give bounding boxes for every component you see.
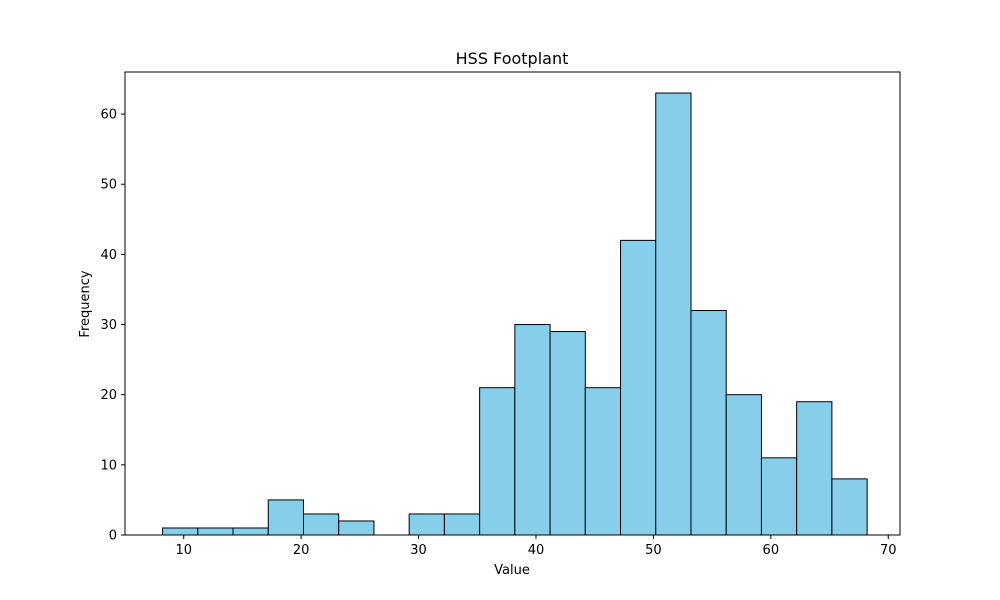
- y-tick-label: 0: [109, 529, 117, 544]
- x-tick-label: 60: [763, 543, 780, 558]
- histogram-bar: [514, 324, 551, 536]
- x-tick-label: 20: [293, 543, 310, 558]
- y-axis-label: Frequency: [78, 270, 93, 337]
- histogram-bar: [479, 387, 516, 536]
- chart-title: HSS Footplant: [456, 49, 569, 68]
- x-axis-label: Value: [494, 563, 530, 578]
- histogram-bar: [197, 527, 234, 536]
- histogram-bar: [408, 513, 445, 536]
- y-axis-ticks: 0 10 20 30 40 50 60: [100, 108, 125, 544]
- histogram-bar: [584, 387, 622, 536]
- x-tick-label: 50: [645, 543, 662, 558]
- y-tick-label: 40: [100, 248, 117, 263]
- histogram-bar: [796, 401, 833, 536]
- histogram-bar: [655, 92, 692, 536]
- y-tick-label: 60: [100, 108, 117, 123]
- x-tick-label: 10: [175, 543, 192, 558]
- histogram-bar: [725, 394, 762, 536]
- y-tick-label: 50: [100, 178, 117, 193]
- y-tick-label: 10: [100, 458, 117, 473]
- x-axis-ticks: 10 20 30 40 50 60 70: [175, 535, 897, 558]
- histogram-bar: [760, 457, 798, 536]
- x-tick-label: 70: [880, 543, 897, 558]
- histogram-bar: [338, 520, 375, 536]
- histogram-bar: [690, 310, 727, 536]
- plot-frame: [124, 71, 901, 536]
- x-tick-label: 30: [410, 543, 427, 558]
- histogram-bar: [302, 513, 340, 536]
- y-tick-label: 30: [100, 318, 117, 333]
- histogram-bar: [232, 527, 269, 536]
- histogram-bar: [162, 527, 199, 536]
- histogram-bar: [267, 499, 304, 536]
- y-tick-label: 20: [100, 388, 117, 403]
- bars-group: [162, 92, 868, 536]
- histogram-bar: [443, 513, 481, 536]
- x-tick-label: 40: [528, 543, 545, 558]
- histogram-bar: [620, 239, 657, 536]
- histogram-bar: [831, 478, 868, 536]
- histogram-bar: [549, 331, 586, 536]
